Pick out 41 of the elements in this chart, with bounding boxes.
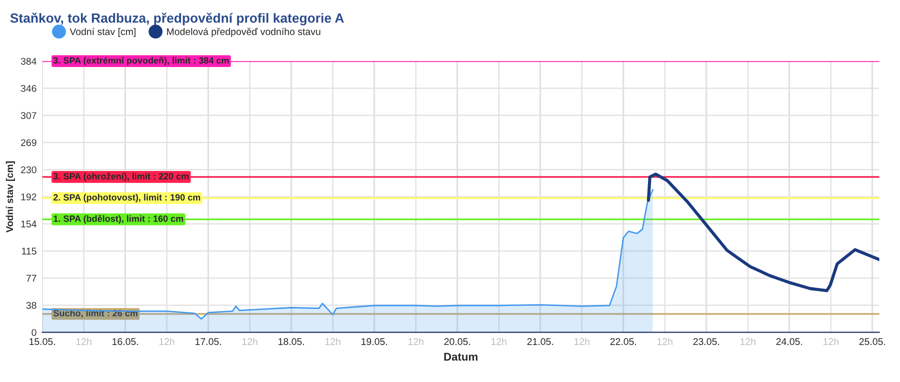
x-tick-label: 25.05. — [859, 338, 886, 346]
y-tick-label: 269 — [21, 139, 36, 146]
x-tick-label: 12h — [159, 338, 174, 345]
x-tick-label: 23.05. — [693, 338, 719, 346]
x-tick-label: 12h — [740, 338, 756, 345]
x-tick-label: 12h — [824, 338, 838, 345]
y-tick-label: 115 — [22, 248, 36, 255]
x-tick-label: 12h — [657, 338, 672, 345]
y-tick-label: 77 — [26, 274, 36, 282]
x-tick-label: 12h — [242, 338, 258, 345]
x-tick-label: 24.05. — [776, 338, 802, 346]
ref-line-label: 1. SPA (bdělost), limit : 160 cm — [54, 215, 184, 224]
x-tick-label: 12h — [325, 338, 340, 345]
x-tick-label: 17.05. — [196, 338, 221, 346]
legend-label: Vodní stav [cm] — [70, 28, 136, 38]
x-tick-label: 12h — [76, 338, 92, 345]
legend-label: Modelová předpověď vodního stavu — [167, 28, 320, 38]
y-axis-title: Vodní stav [cm] — [6, 161, 15, 232]
y-tick-label: 0 — [32, 329, 36, 336]
ref-line-label: 3. SPA (extrémní povodeň), limit : 384 cm — [53, 56, 229, 66]
x-tick-label: 22.05. — [610, 338, 636, 346]
x-axis-title: Datum — [444, 352, 478, 361]
ref-line-label: 3. SPA (ohrožení), limit : 220 cm — [53, 172, 189, 182]
x-tick-label: 19.05. — [362, 338, 387, 346]
x-tick-label: 12h — [408, 338, 424, 345]
x-tick-label: 15.05. — [30, 338, 55, 346]
ref-line-label: 2. SPA (pohotovost), limit : 190 cm — [53, 194, 200, 202]
chart-title: Staňkov, tok Radbuza, předpovědní profil kategorie A — [10, 12, 344, 26]
y-tick-label: 192 — [21, 193, 36, 200]
y-tick-label: 38 — [26, 302, 36, 309]
y-tick-label: 230 — [21, 166, 36, 174]
y-tick-label: 346 — [20, 84, 36, 92]
y-tick-label: 154 — [21, 220, 36, 228]
x-tick-label: 16.05. — [112, 338, 138, 346]
y-tick-label: 307 — [20, 112, 36, 119]
x-tick-label: 20.05. — [444, 338, 470, 346]
x-tick-label: 18.05. — [278, 338, 304, 346]
x-tick-label: 12h — [574, 338, 590, 345]
y-tick-label: 384 — [20, 58, 36, 65]
x-tick-label: 12h — [491, 338, 506, 345]
x-tick-label: 21.05. — [527, 338, 553, 346]
